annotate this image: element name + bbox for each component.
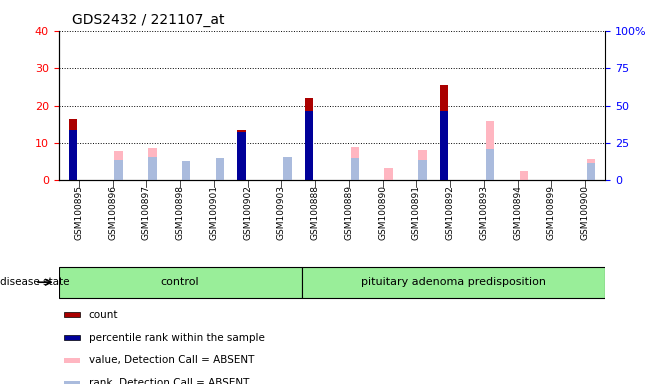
Text: GDS2432 / 221107_at: GDS2432 / 221107_at xyxy=(72,13,224,27)
Text: GSM100891: GSM100891 xyxy=(412,185,421,240)
Text: GSM100894: GSM100894 xyxy=(513,185,522,240)
Text: control: control xyxy=(161,277,199,287)
Bar xyxy=(64,312,81,317)
Bar xyxy=(351,147,359,180)
Text: GSM100895: GSM100895 xyxy=(74,185,83,240)
Bar xyxy=(418,150,426,180)
Text: GSM100901: GSM100901 xyxy=(210,185,218,240)
Bar xyxy=(418,160,426,180)
Text: GSM100888: GSM100888 xyxy=(311,185,320,240)
Bar xyxy=(182,161,190,180)
Text: pituitary adenoma predisposition: pituitary adenoma predisposition xyxy=(361,277,546,287)
Bar xyxy=(148,157,157,180)
Bar xyxy=(64,358,81,363)
Bar xyxy=(385,169,393,180)
Bar xyxy=(238,132,246,180)
Bar xyxy=(64,335,81,340)
Bar xyxy=(283,157,292,180)
Bar xyxy=(440,111,449,180)
Bar xyxy=(182,161,190,180)
Text: GSM100903: GSM100903 xyxy=(277,185,286,240)
Bar xyxy=(115,160,123,180)
Bar xyxy=(486,121,494,180)
Text: GSM100896: GSM100896 xyxy=(108,185,117,240)
Text: GSM100899: GSM100899 xyxy=(547,185,556,240)
Bar xyxy=(238,130,246,180)
Text: count: count xyxy=(89,310,118,320)
Text: percentile rank within the sample: percentile rank within the sample xyxy=(89,333,264,343)
Text: GSM100890: GSM100890 xyxy=(378,185,387,240)
Bar xyxy=(215,158,224,180)
Bar xyxy=(351,158,359,180)
Bar xyxy=(59,266,301,298)
Text: GSM100893: GSM100893 xyxy=(479,185,488,240)
Bar xyxy=(587,162,596,180)
Text: GSM100900: GSM100900 xyxy=(581,185,590,240)
Text: value, Detection Call = ABSENT: value, Detection Call = ABSENT xyxy=(89,355,254,365)
Bar xyxy=(215,158,224,180)
Bar xyxy=(305,111,313,180)
Bar xyxy=(305,98,313,180)
Text: GSM100898: GSM100898 xyxy=(176,185,185,240)
Bar xyxy=(68,119,77,180)
Bar xyxy=(486,149,494,180)
Bar xyxy=(283,157,292,180)
Bar xyxy=(301,266,605,298)
Text: GSM100902: GSM100902 xyxy=(243,185,252,240)
Bar xyxy=(115,151,123,180)
Text: GSM100889: GSM100889 xyxy=(344,185,353,240)
Bar xyxy=(587,159,596,180)
Text: GSM100897: GSM100897 xyxy=(142,185,151,240)
Bar xyxy=(440,85,449,180)
Text: GSM100892: GSM100892 xyxy=(446,185,454,240)
Bar xyxy=(148,148,157,180)
Bar xyxy=(64,381,81,384)
Text: disease state: disease state xyxy=(0,277,70,287)
Text: rank, Detection Call = ABSENT: rank, Detection Call = ABSENT xyxy=(89,378,249,384)
Bar xyxy=(519,172,528,180)
Bar xyxy=(68,130,77,180)
